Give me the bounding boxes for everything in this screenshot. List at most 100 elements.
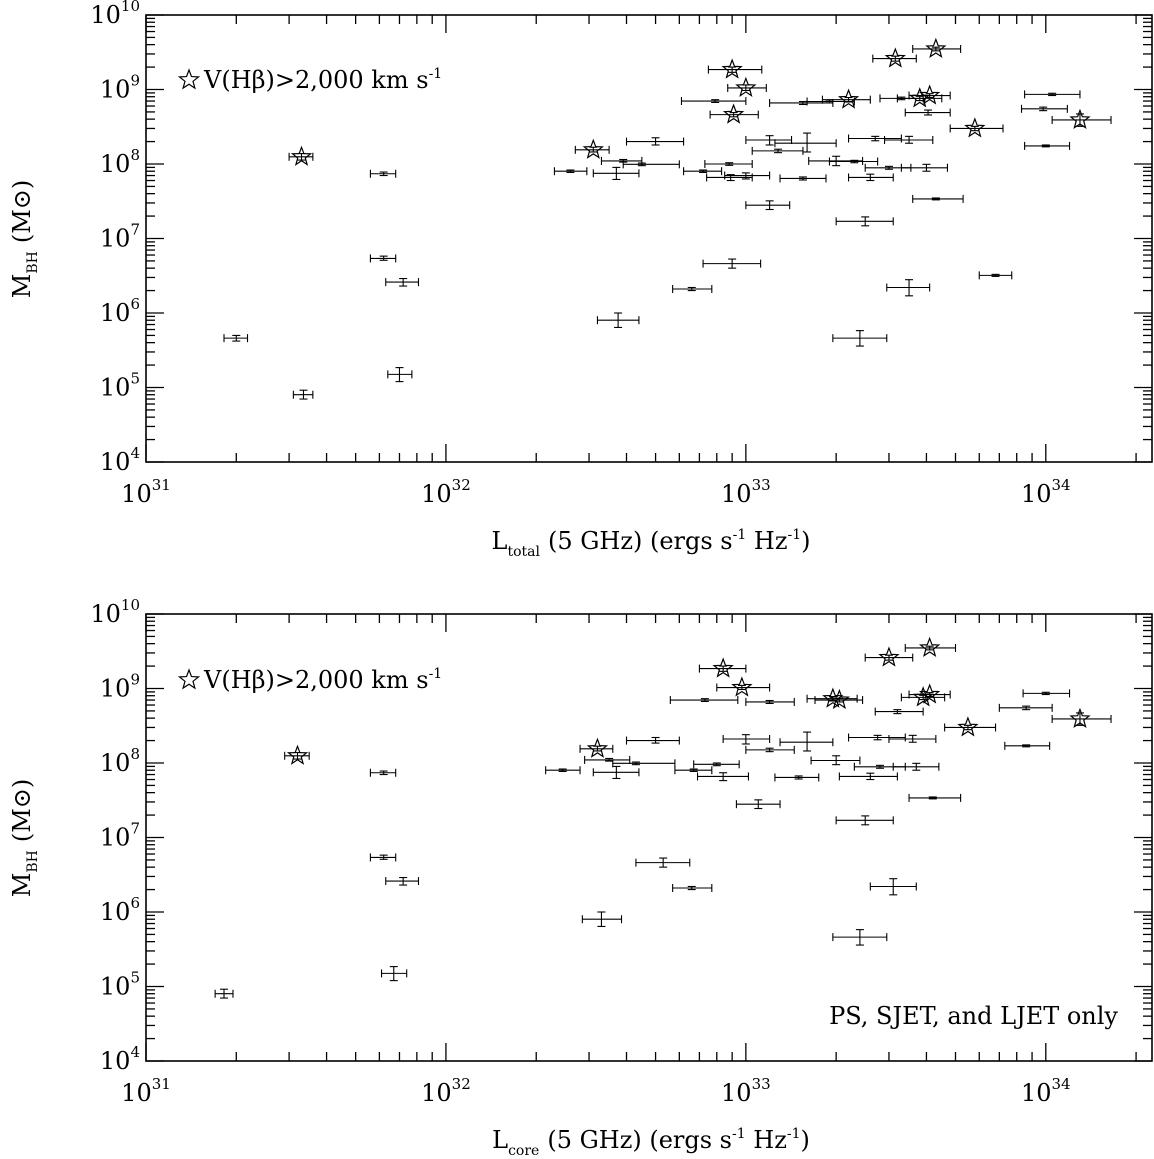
- data-point: [978, 271, 1013, 280]
- data-point: [745, 697, 795, 706]
- data-point: [724, 171, 771, 180]
- data-point: [693, 760, 740, 769]
- data-point: [625, 137, 685, 146]
- y-tick-label: 107: [100, 820, 140, 852]
- data-point: [696, 772, 749, 782]
- data-point-star: [908, 683, 951, 704]
- data-point-star: [864, 646, 914, 667]
- data-point-star: [949, 117, 1004, 138]
- data-point: [848, 173, 894, 182]
- legend-label: V(Hβ)>2,000 km s-1: [203, 666, 442, 694]
- data-point-star: [912, 37, 962, 59]
- x-tick-label: 1031: [121, 1075, 171, 1107]
- data-point: [1024, 141, 1071, 150]
- data-point-star: [1051, 707, 1112, 729]
- data-point-star: [821, 88, 871, 109]
- data-point: [808, 155, 864, 167]
- data-point: [904, 108, 951, 117]
- data-point: [674, 766, 713, 775]
- star-marker-icon: [918, 636, 941, 658]
- star-marker-icon: [1069, 108, 1091, 130]
- panel-annotation: PS, SJET, and LJET only: [829, 1002, 1118, 1030]
- y-tick-label: 104: [100, 1043, 140, 1075]
- star-marker-icon: [286, 744, 309, 765]
- star-marker-icon: [731, 676, 753, 697]
- data-point: [900, 163, 948, 172]
- data-point: [848, 733, 906, 742]
- x-tick-label: 1034: [1021, 476, 1071, 508]
- data-point-star: [727, 76, 767, 97]
- star-marker-icon: [925, 37, 947, 59]
- data-point: [832, 330, 888, 347]
- data-point: [702, 258, 762, 269]
- data-point: [387, 367, 413, 383]
- data-point-star: [872, 47, 917, 68]
- star-marker-icon: [957, 716, 979, 737]
- data-point: [600, 156, 643, 165]
- data-point: [998, 703, 1053, 712]
- data-point: [745, 200, 791, 211]
- star-marker-icon: [964, 117, 986, 138]
- x-tick-label: 1032: [421, 1075, 471, 1107]
- data-point: [745, 135, 793, 146]
- data-point-star: [908, 84, 951, 105]
- data-point-star: [814, 688, 864, 710]
- data-point: [883, 135, 934, 144]
- data-point: [908, 793, 962, 802]
- y-tick-label: 1010: [90, 596, 140, 628]
- data-point: [672, 284, 713, 293]
- data-point-star: [288, 145, 314, 166]
- y-tick-label: 109: [100, 72, 140, 104]
- x-tick-label: 1033: [721, 1075, 771, 1107]
- data-point: [385, 877, 420, 886]
- star-marker-icon: [878, 646, 900, 667]
- data-point: [214, 988, 234, 999]
- data-point-star: [579, 737, 614, 758]
- data-point-star: [284, 744, 310, 765]
- y-tick-label: 1010: [90, 0, 140, 29]
- data-point: [810, 755, 861, 766]
- data-point: [553, 167, 588, 176]
- x-tick-label: 1031: [121, 476, 171, 508]
- data-point: [774, 132, 837, 153]
- data-point: [612, 759, 676, 768]
- data-point: [622, 160, 680, 169]
- data-point: [625, 736, 680, 745]
- star-marker-icon: [828, 688, 851, 710]
- y-tick-label: 108: [100, 146, 140, 178]
- data-point: [581, 911, 623, 927]
- y-tick-label: 105: [100, 370, 140, 402]
- data-point: [874, 707, 924, 716]
- star-marker-icon: [918, 84, 941, 105]
- data-point-star: [707, 58, 763, 79]
- data-point: [680, 97, 747, 106]
- star-marker-icon: [721, 58, 743, 79]
- data-point: [848, 134, 902, 143]
- data-point: [779, 731, 834, 752]
- data-point: [722, 734, 771, 745]
- data-point: [369, 169, 397, 178]
- star-marker-icon: [1069, 707, 1091, 729]
- x-tick-label: 1034: [1021, 1075, 1071, 1107]
- data-point: [838, 772, 898, 781]
- y-tick-label: 106: [100, 894, 140, 926]
- star-marker-icon: [884, 47, 906, 68]
- y-axis-label: MBH(M⊙): [8, 779, 41, 898]
- data-point: [292, 389, 314, 400]
- x-axis-label: Ltotal (5 GHz) (ergs s-1 Hz-1): [492, 527, 811, 560]
- x-tick-label: 1033: [721, 476, 771, 508]
- data-point: [380, 966, 408, 982]
- data-point-star: [900, 686, 946, 707]
- data-point: [1024, 90, 1081, 99]
- data-point: [888, 734, 937, 743]
- y-tick-label: 105: [100, 969, 140, 1001]
- data-point: [745, 745, 795, 754]
- data-point-star: [709, 103, 759, 124]
- data-point: [828, 157, 879, 166]
- data-point-star: [698, 657, 747, 678]
- data-point: [1020, 104, 1068, 113]
- data-point: [735, 799, 781, 810]
- legend-star-icon: [177, 68, 201, 90]
- data-point: [385, 278, 420, 287]
